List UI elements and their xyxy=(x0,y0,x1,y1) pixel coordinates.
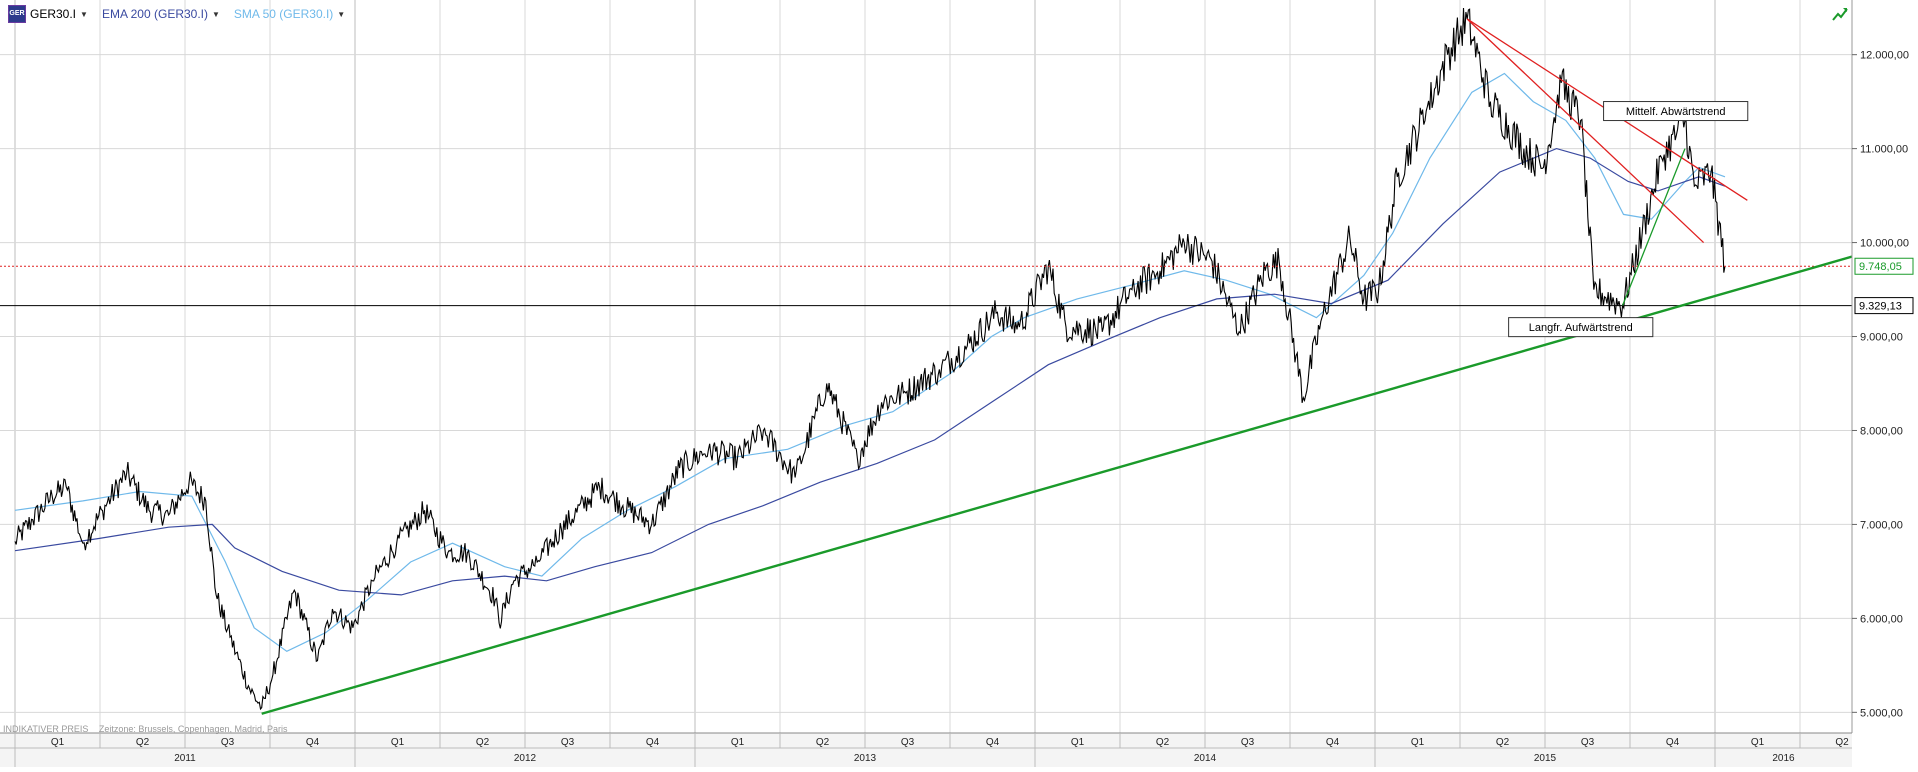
chevron-down-icon[interactable]: ▼ xyxy=(212,9,220,19)
annotation-box xyxy=(1508,317,1654,338)
year-label: 2014 xyxy=(1194,753,1217,764)
trendline-long_uptrend xyxy=(261,236,1918,715)
x-tick-label: Q1 xyxy=(1071,737,1085,748)
y-tick-label: 12.000,00 xyxy=(1860,50,1909,62)
annotation-text: Mittelf. Abwärtstrend xyxy=(1626,106,1726,118)
x-tick-label: Q3 xyxy=(1241,737,1255,748)
chevron-down-icon[interactable]: ▼ xyxy=(80,9,88,19)
y-tick-label: 10.000,00 xyxy=(1860,238,1909,250)
x-tick-label: Q1 xyxy=(391,737,405,748)
x-tick-label: Q2 xyxy=(816,737,830,748)
value-tag-last_price xyxy=(1854,257,1914,275)
indicator-ema200-label: EMA 200 (GER30.I) xyxy=(101,7,208,21)
x-tick-label: Q3 xyxy=(1581,737,1595,748)
trendline-rebound xyxy=(1622,148,1686,306)
y-tick-label: 9.000,00 xyxy=(1860,332,1903,344)
year-label: 2016 xyxy=(1772,753,1795,764)
x-tick-label: Q2 xyxy=(1835,737,1849,748)
plot-background xyxy=(0,0,1852,733)
symbol-selector[interactable]: GER GER30.I ▼ xyxy=(8,5,88,23)
x-tick-label: Q2 xyxy=(136,737,150,748)
x-tick-label: Q1 xyxy=(51,737,65,748)
x-tick-label: Q3 xyxy=(561,737,575,748)
indicator-sma50[interactable]: SMA 50 (GER30.I) ▼ xyxy=(234,7,345,21)
y-tick-label: 8.000,00 xyxy=(1860,425,1903,437)
annotation-0: Mittelf. Abwärtstrend xyxy=(1603,101,1749,122)
x-tick-label: Q2 xyxy=(1496,737,1510,748)
x-tick-label: Q2 xyxy=(1156,737,1170,748)
x-tick-label: Q4 xyxy=(1326,737,1340,748)
value-tag-support xyxy=(1854,297,1914,315)
time-axis-background xyxy=(0,733,1852,767)
x-tick-label: Q1 xyxy=(1411,737,1425,748)
x-tick-label: Q3 xyxy=(901,737,915,748)
instrument-icon: GER xyxy=(8,5,26,23)
value-tag-label-support: 9.329,13 xyxy=(1859,301,1902,313)
series-line-price xyxy=(14,7,1726,711)
value-tag-label-last_price: 9.748,05 xyxy=(1859,261,1902,273)
x-tick-label: Q2 xyxy=(476,737,490,748)
y-tick-label: 6.000,00 xyxy=(1860,613,1903,625)
price-type-label: INDIKATIVER PREIS xyxy=(3,724,89,734)
annotation-box xyxy=(1603,101,1749,122)
x-tick-label: Q1 xyxy=(1751,737,1765,748)
indicator-sma50-label: SMA 50 (GER30.I) xyxy=(233,7,334,21)
y-tick-label: 5.000,00 xyxy=(1860,707,1903,719)
year-label: 2011 xyxy=(174,753,196,764)
x-tick-label: Q1 xyxy=(731,737,745,748)
x-tick-label: Q4 xyxy=(986,737,1000,748)
year-label: 2012 xyxy=(514,753,537,764)
chevron-down-icon[interactable]: ▼ xyxy=(337,9,346,19)
y-tick-label: 11.000,00 xyxy=(1860,144,1908,156)
chart-footnote: INDIKATIVER PREIS Zeitzone: Brussels, Co… xyxy=(3,724,295,734)
timezone-label: Zeitzone: Brussels, Copenhagen, Madrid, … xyxy=(98,724,288,734)
annotation-1: Langfr. Aufwärtstrend xyxy=(1508,317,1654,338)
year-label: 2013 xyxy=(854,753,877,764)
x-tick-label: Q4 xyxy=(306,737,320,748)
annotation-text: Langfr. Aufwärtstrend xyxy=(1529,322,1633,334)
year-label: 2015 xyxy=(1534,753,1557,764)
indicator-ema200[interactable]: EMA 200 (GER30.I) ▼ xyxy=(102,7,220,21)
price-axis-background xyxy=(1852,0,1918,733)
x-tick-label: Q4 xyxy=(646,737,660,748)
x-tick-label: Q4 xyxy=(1666,737,1680,748)
trendline-short_downtrend xyxy=(1466,18,1705,244)
trend-up-icon[interactable] xyxy=(1832,6,1848,27)
symbol-label: GER30.I xyxy=(30,7,77,21)
x-tick-label: Q3 xyxy=(221,737,235,748)
chart-toolbar: GER GER30.I ▼ EMA 200 (GER30.I) ▼ SMA 50… xyxy=(8,4,345,24)
series-line-sma50 xyxy=(14,72,1726,652)
y-tick-label: 7.000,00 xyxy=(1860,519,1903,531)
